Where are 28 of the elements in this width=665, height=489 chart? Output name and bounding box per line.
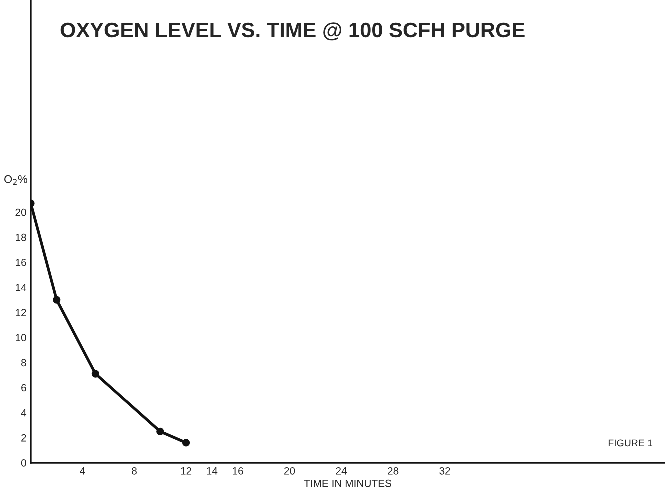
- y-tick-label: 2: [22, 434, 26, 442]
- y-tick-label: 12: [16, 309, 26, 316]
- x-tick-label: 12: [181, 467, 192, 475]
- y-tick-label: 0: [21, 460, 26, 467]
- y-tick-label: 18: [16, 234, 26, 242]
- y-tick-label: 4: [21, 409, 27, 417]
- y-tick-label: 6: [22, 384, 26, 392]
- x-tick-label: 8: [132, 467, 137, 475]
- x-tick-label: 16: [233, 467, 244, 475]
- point: [156, 428, 164, 436]
- x-axis-title: TIME IN MINUTES: [304, 480, 392, 488]
- point: [53, 296, 61, 304]
- point: [182, 439, 190, 447]
- y-axis-title: O$_{2}$%: [4, 175, 28, 185]
- text: OXYGEN LEVEL VS. TIME @ 100 SCFH PURGE: [60, 22, 525, 41]
- y-tick-label: 8: [21, 359, 26, 367]
- x-tick-label: 14: [207, 468, 218, 475]
- point: [92, 370, 100, 378]
- x-tick-label: 32: [440, 467, 450, 475]
- x-tick-label: 28: [388, 467, 399, 475]
- y-tick-label: 16: [16, 258, 26, 266]
- y-tick-label: 14: [16, 284, 27, 292]
- x-tick-label: 24: [336, 467, 348, 475]
- annotation: FIGURE 1: [608, 440, 653, 447]
- x-tick-label: 4: [80, 468, 86, 475]
- y-tick-label: 20: [16, 208, 26, 216]
- y-tick-label: 10: [16, 334, 26, 342]
- x-tick-label: 20: [284, 467, 296, 475]
